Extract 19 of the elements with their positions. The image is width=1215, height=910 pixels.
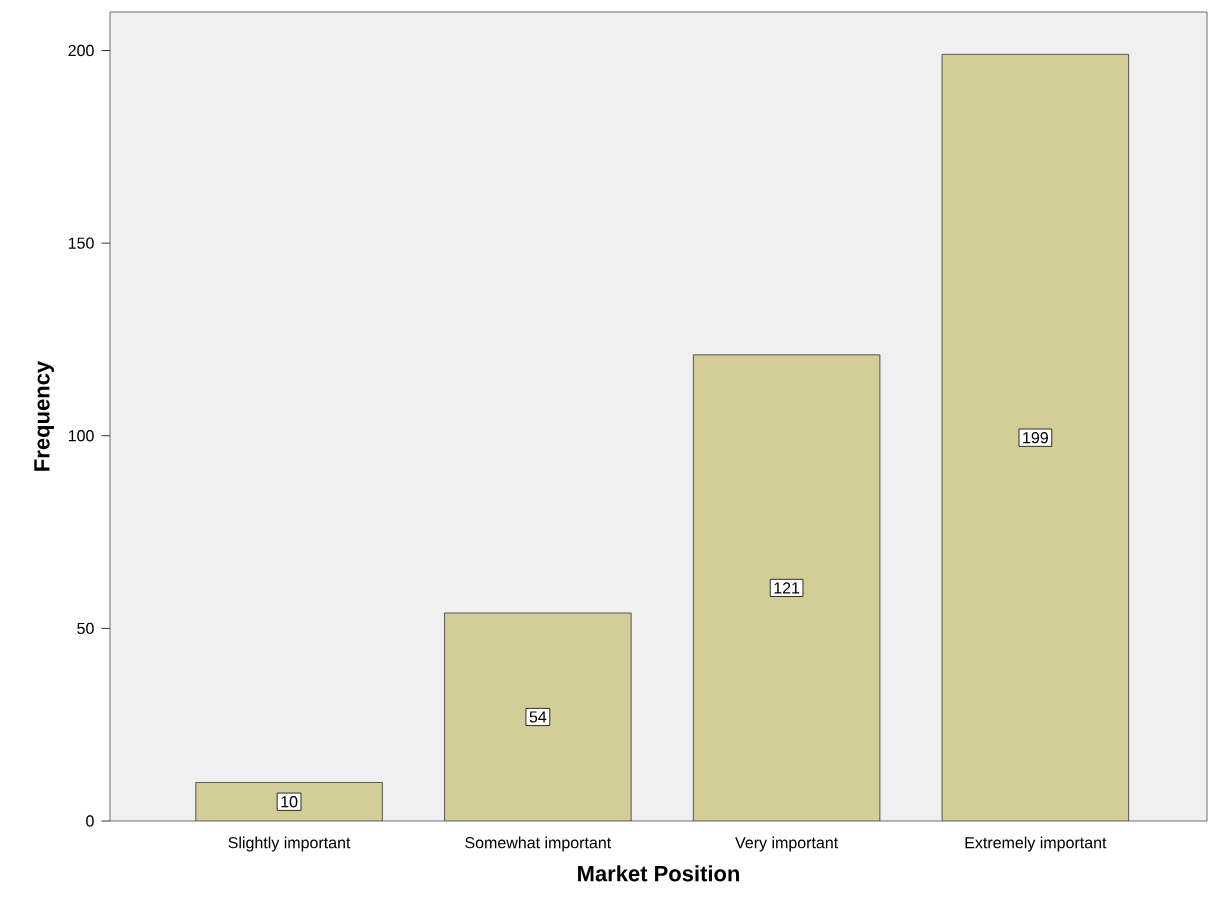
y-tick-label: 0 <box>86 815 94 827</box>
data-label: 199 <box>1023 432 1048 444</box>
x-tick-label: Somewhat important <box>465 836 612 852</box>
bar <box>195 782 383 822</box>
x-tick-label: Extremely important <box>965 836 1107 852</box>
y-tick-label: 50 <box>77 622 94 635</box>
bar <box>693 354 880 822</box>
bar <box>941 53 1130 822</box>
x-tick-label: Very important <box>735 836 839 852</box>
bar <box>444 612 632 822</box>
y-tick-label: 150 <box>68 237 94 249</box>
y-tick-label: 200 <box>68 44 94 57</box>
data-label: 54 <box>529 711 547 723</box>
data-label: 121 <box>774 582 800 594</box>
y-tick-label: 100 <box>68 430 94 442</box>
x-tick-label: Slightly important <box>228 836 351 852</box>
data-label: 10 <box>281 796 298 808</box>
x-axis-title: Market Position <box>578 865 740 882</box>
y-axis-title: Frequency <box>34 361 54 471</box>
